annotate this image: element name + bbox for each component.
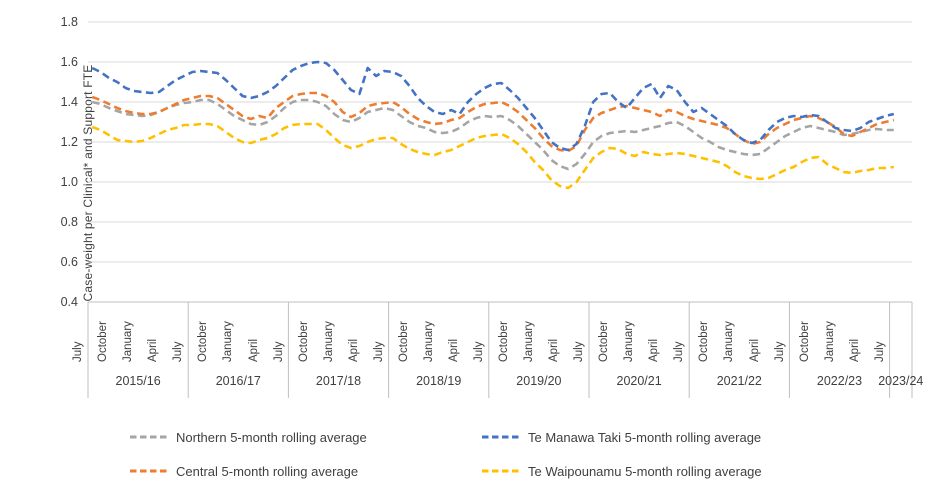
- x-month-label-text: April: [347, 338, 360, 362]
- x-month-label-text: July: [873, 341, 886, 362]
- x-month-label-text: October: [97, 321, 110, 362]
- legend-dash-sample: [130, 469, 168, 473]
- x-year-label: 2023/24: [878, 374, 924, 388]
- x-month-label-text: January: [723, 321, 736, 362]
- series-line: [91, 91, 895, 153]
- x-month-label-text: July: [172, 341, 185, 362]
- legend-item: Northern 5-month rolling average: [130, 429, 367, 445]
- x-month-label-text: April: [648, 338, 661, 362]
- x-year-label: 2022/23: [816, 374, 863, 388]
- x-month-label-text: April: [848, 338, 861, 362]
- y-tick-label: 1.2: [60, 135, 78, 149]
- x-month-label-text: July: [673, 341, 686, 362]
- x-month-label-text: April: [247, 338, 260, 362]
- x-month-label-text: April: [147, 338, 160, 362]
- legend-item: Te Waipounamu 5-month rolling average: [482, 463, 762, 479]
- x-month-label-text: January: [222, 321, 235, 362]
- x-month-label-text: October: [498, 321, 511, 362]
- y-tick-label: 1.8: [60, 15, 78, 29]
- x-month-label-text: October: [598, 321, 611, 362]
- legend-label: Northern 5-month rolling average: [176, 429, 367, 445]
- x-year-label: 2020/21: [616, 374, 662, 388]
- x-month-label-text: April: [748, 338, 761, 362]
- x-year-label: 2017/18: [315, 374, 362, 388]
- y-tick-label: 1.0: [60, 175, 78, 189]
- x-month-label-text: July: [773, 341, 786, 362]
- x-month-label-text: January: [823, 321, 836, 362]
- legend-dash-sample: [482, 469, 520, 473]
- x-year-label: 2018/19: [416, 374, 462, 388]
- legend-dash-sample: [130, 435, 168, 439]
- x-month-label-text: January: [422, 321, 435, 362]
- x-month-label-text: July: [472, 341, 485, 362]
- series-line: [91, 122, 894, 190]
- x-month-label-text: October: [798, 321, 811, 362]
- legend-label: Te Manawa Taki 5-month rolling average: [528, 429, 762, 445]
- legend-dash-sample: [482, 435, 520, 439]
- x-month-label-text: January: [322, 321, 335, 362]
- x-year-label: 2015/16: [115, 374, 161, 388]
- y-tick-label: 0.8: [60, 215, 78, 229]
- plot-area: [87, 21, 913, 398]
- legend-item: Central 5-month rolling average: [130, 463, 358, 479]
- x-month-label-text: October: [297, 321, 310, 362]
- x-month-label-text: January: [523, 321, 536, 362]
- x-month-label: July: [874, 306, 901, 364]
- x-month-label-text: July: [272, 341, 285, 362]
- x-year-label: 2021/22: [716, 374, 762, 388]
- legend-item: Te Manawa Taki 5-month rolling average: [482, 429, 761, 445]
- x-year-label: 2019/20: [516, 374, 562, 388]
- x-month-label-text: April: [447, 338, 460, 362]
- x-month-label-text: January: [122, 321, 135, 362]
- legend-label: Te Waipounamu 5-month rolling average: [528, 463, 762, 479]
- x-month-label-text: October: [698, 321, 711, 362]
- x-year-label: 2016/17: [215, 374, 261, 388]
- y-tick-label: 1.4: [60, 95, 78, 109]
- y-tick-label: 1.6: [60, 55, 78, 69]
- x-month-label-text: July: [72, 341, 85, 362]
- y-tick-label: 0.6: [60, 255, 78, 269]
- x-month-label-text: January: [623, 321, 636, 362]
- x-month-label-text: July: [573, 341, 586, 362]
- y-tick-label: 0.4: [60, 295, 78, 309]
- x-month-label-text: July: [372, 341, 385, 362]
- series-line: [91, 60, 895, 152]
- legend-label: Central 5-month rolling average: [176, 463, 359, 479]
- x-month-label-text: October: [197, 321, 210, 362]
- x-month-label-text: October: [397, 321, 410, 362]
- x-month-label-text: April: [548, 338, 561, 362]
